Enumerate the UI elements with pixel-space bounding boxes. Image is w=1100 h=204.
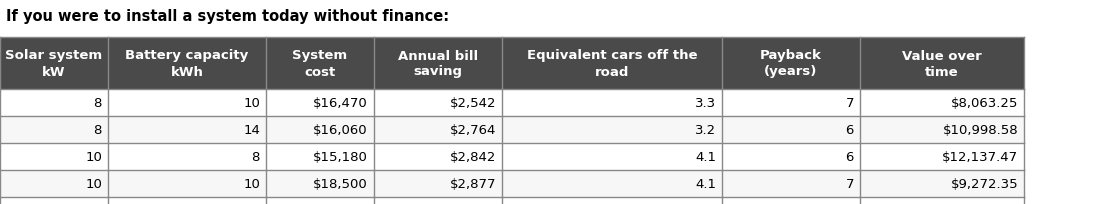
Text: 7: 7 [846, 177, 854, 190]
Text: $2,842: $2,842 [450, 150, 496, 163]
Text: $16,060: $16,060 [314, 123, 369, 136]
Text: 4.1: 4.1 [695, 177, 716, 190]
Bar [0, 143, 1024, 170]
Text: System
cost: System cost [293, 49, 348, 78]
Text: $9,272.35: $9,272.35 [950, 177, 1018, 190]
Text: 10: 10 [243, 177, 260, 190]
Text: 6: 6 [846, 123, 854, 136]
Text: Payback
(years): Payback (years) [760, 49, 822, 78]
Bar [0, 38, 1024, 90]
Text: $18,500: $18,500 [314, 177, 369, 190]
Text: 8: 8 [94, 96, 102, 110]
Text: $12,137.47: $12,137.47 [942, 150, 1018, 163]
Text: $2,764: $2,764 [450, 123, 496, 136]
Text: 8: 8 [94, 123, 102, 136]
Text: 10: 10 [85, 177, 102, 190]
Text: Value over
time: Value over time [902, 49, 982, 78]
Bar [0, 90, 1024, 116]
Text: 10: 10 [85, 150, 102, 163]
Text: Equivalent cars off the
road: Equivalent cars off the road [527, 49, 697, 78]
Text: 14: 14 [243, 123, 260, 136]
Text: $16,470: $16,470 [314, 96, 369, 110]
Text: $2,542: $2,542 [450, 96, 496, 110]
Bar [0, 116, 1024, 143]
Text: $15,180: $15,180 [314, 150, 369, 163]
Text: 3.3: 3.3 [695, 96, 716, 110]
Text: If you were to install a system today without finance:: If you were to install a system today wi… [6, 9, 449, 24]
Text: Solar system
kW: Solar system kW [6, 49, 102, 78]
Text: $10,998.58: $10,998.58 [943, 123, 1018, 136]
Bar [0, 197, 1024, 204]
Text: Annual bill
saving: Annual bill saving [398, 49, 478, 78]
Bar [0, 170, 1024, 197]
Text: 7: 7 [846, 96, 854, 110]
Text: $2,877: $2,877 [450, 177, 496, 190]
Text: $8,063.25: $8,063.25 [950, 96, 1018, 110]
Text: 8: 8 [252, 150, 260, 163]
Text: 4.1: 4.1 [695, 150, 716, 163]
Text: 10: 10 [243, 96, 260, 110]
Text: Battery capacity
kWh: Battery capacity kWh [125, 49, 249, 78]
Text: 3.2: 3.2 [695, 123, 716, 136]
Text: 6: 6 [846, 150, 854, 163]
